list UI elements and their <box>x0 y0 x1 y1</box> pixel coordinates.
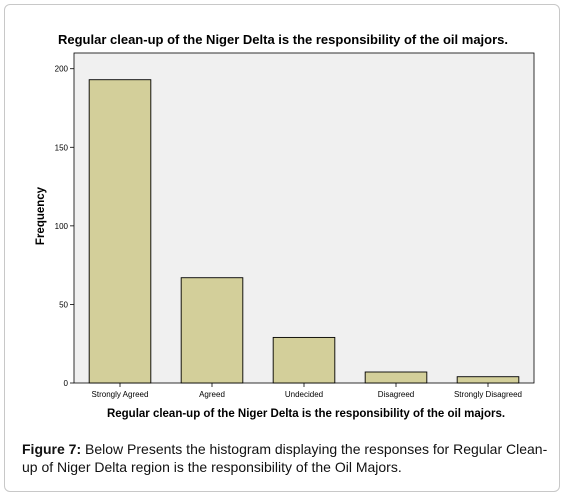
y-tick-label: 0 <box>64 379 69 388</box>
bar-undecided <box>272 336 336 384</box>
y-tick-label: 200 <box>55 65 69 74</box>
x-tick-label: Strongly Disagreed <box>454 390 522 399</box>
chart-title: Regular clean-up of the Niger Delta is t… <box>58 32 508 47</box>
x-tick-label: Undecided <box>285 390 323 399</box>
bar-disagreed <box>364 371 428 384</box>
bar-agreed <box>180 277 244 384</box>
y-tick-label: 100 <box>55 222 69 231</box>
caption-label: Figure 7: <box>22 441 82 457</box>
y-tick-label: 50 <box>59 300 68 309</box>
figure-caption: Figure 7: Below Presents the histogram d… <box>22 440 552 476</box>
y-axis-label: Frequency <box>35 186 47 245</box>
x-tick-label: Agreed <box>199 390 225 399</box>
caption-text: Below Presents the histogram displaying … <box>22 441 548 475</box>
bars <box>88 79 520 384</box>
bar-chart: Regular clean-up of the Niger Delta is t… <box>35 32 535 420</box>
x-tick-label: Disagreed <box>378 390 414 399</box>
x-axis: Strongly Agreed Agreed Undecided Disagreed S… <box>92 383 522 399</box>
y-axis: 0 50 100 150 200 <box>55 65 74 388</box>
bar-strongly-disagreed <box>456 376 520 384</box>
y-tick-label: 150 <box>55 143 69 152</box>
bar-strongly-agreed <box>88 79 152 384</box>
x-axis-label: Regular clean-up of the Niger Delta is t… <box>107 408 505 420</box>
x-tick-label: Strongly Agreed <box>92 390 149 399</box>
